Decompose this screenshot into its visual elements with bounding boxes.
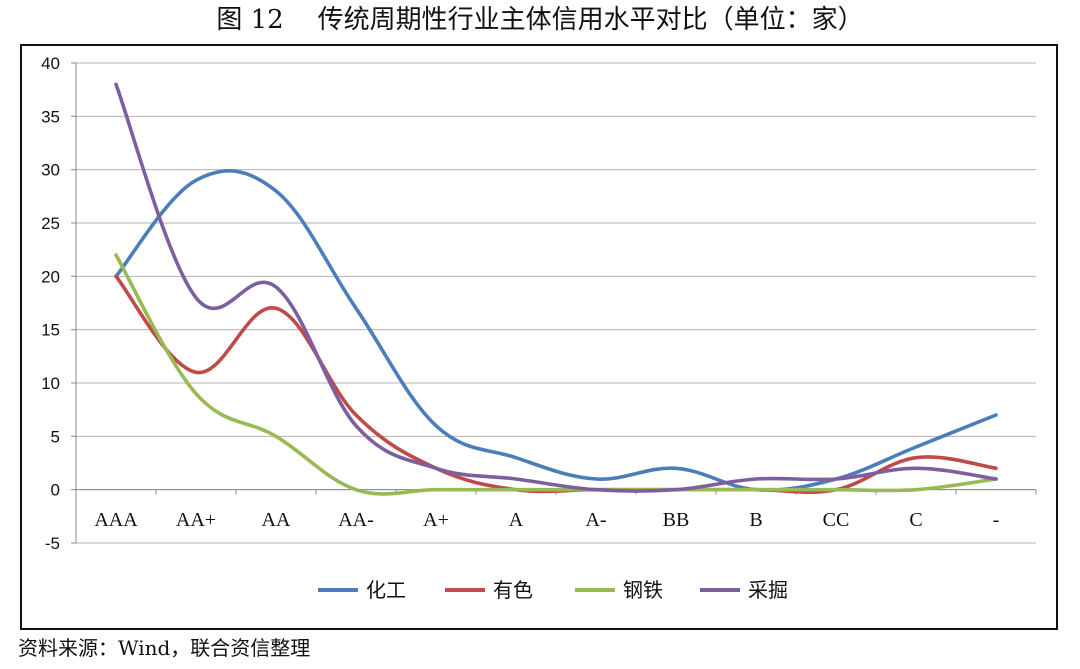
x-tick-label: AA — [262, 509, 291, 531]
legend-label: 有色 — [493, 578, 533, 602]
legend-label: 化工 — [366, 578, 406, 602]
x-tick-label: AA- — [338, 509, 374, 531]
y-tick-label: -5 — [45, 534, 60, 553]
y-tick-label: 35 — [41, 107, 60, 126]
y-tick-label: 20 — [41, 267, 60, 286]
source-note: 资料来源：Wind，联合资信整理 — [18, 636, 311, 660]
x-tick-label: A- — [585, 509, 606, 531]
series-line-1 — [114, 169, 998, 492]
x-tick-label: CC — [823, 509, 850, 531]
series-line-2 — [114, 274, 998, 495]
series-line-4 — [114, 82, 998, 493]
x-tick-label: AA+ — [176, 509, 216, 531]
y-tick-label: 10 — [41, 374, 60, 393]
chart-title: 图 12 传统周期性行业主体信用水平对比（单位：家） — [0, 0, 1080, 40]
x-tick-label: - — [993, 509, 1000, 531]
y-tick-label: 0 — [51, 481, 60, 500]
x-tick-label: A — [509, 509, 524, 531]
chart-frame — [20, 44, 1058, 630]
x-tick-label: BB — [663, 509, 690, 531]
y-tick-label: 40 — [41, 54, 60, 73]
y-tick-label: 25 — [41, 214, 60, 233]
x-tick-label: B — [749, 509, 762, 531]
y-tick-label: 5 — [51, 427, 60, 446]
y-tick-label: 30 — [41, 161, 60, 180]
x-tick-label: C — [909, 509, 922, 531]
figure-title: 传统周期性行业主体信用水平对比（单位：家） — [317, 5, 864, 35]
figure-number: 图 12 — [216, 5, 284, 35]
x-tick-label: A+ — [423, 509, 449, 531]
x-tick-label: AAA — [94, 509, 138, 531]
y-tick-label: 15 — [41, 321, 60, 340]
series-line-3 — [114, 253, 998, 496]
legend-label: 采掘 — [748, 578, 788, 602]
legend-label: 钢铁 — [623, 578, 663, 602]
